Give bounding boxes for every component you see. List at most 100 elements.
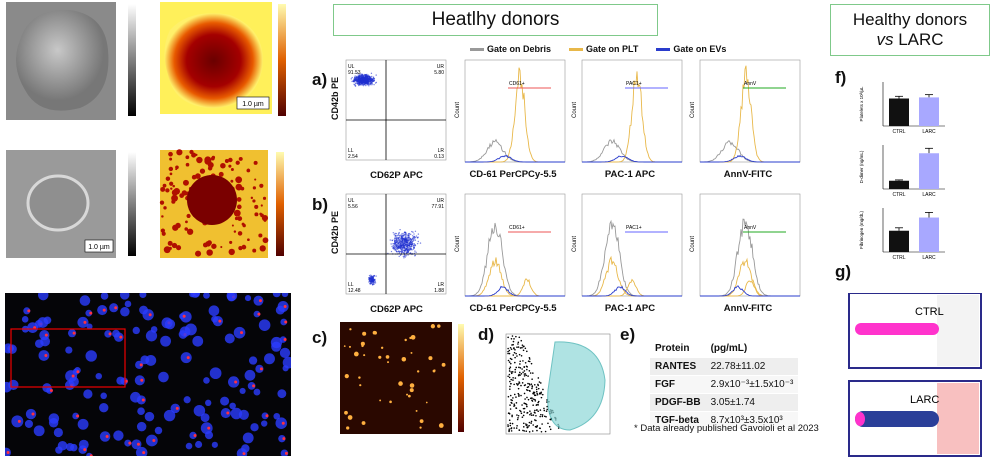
particle bbox=[254, 178, 257, 181]
event bbox=[540, 413, 542, 416]
event bbox=[510, 427, 512, 430]
event bbox=[507, 350, 509, 353]
event bbox=[372, 284, 374, 286]
cell-marker bbox=[283, 305, 287, 309]
event bbox=[509, 408, 512, 410]
event bbox=[390, 243, 392, 245]
event bbox=[528, 360, 531, 363]
event bbox=[394, 247, 397, 249]
cell-marker bbox=[242, 451, 246, 455]
event bbox=[537, 404, 539, 406]
event bbox=[515, 396, 517, 398]
event bbox=[358, 77, 360, 79]
cell bbox=[120, 307, 130, 317]
cell-marker bbox=[186, 356, 190, 360]
quadrant-name: LL bbox=[348, 282, 354, 288]
cell bbox=[230, 407, 243, 420]
event bbox=[540, 396, 543, 399]
cell-marker bbox=[193, 433, 197, 437]
ev-particle bbox=[441, 362, 446, 367]
event bbox=[407, 248, 410, 251]
event bbox=[414, 244, 416, 246]
event bbox=[359, 73, 361, 76]
event bbox=[512, 379, 514, 381]
event bbox=[397, 250, 400, 252]
event bbox=[543, 407, 545, 410]
gate-label: AnnV bbox=[744, 81, 757, 87]
cell bbox=[241, 444, 250, 453]
event bbox=[531, 430, 534, 432]
event bbox=[391, 239, 394, 242]
event bbox=[518, 429, 521, 431]
cell bbox=[100, 392, 107, 400]
particle bbox=[254, 204, 259, 209]
particle bbox=[195, 153, 198, 157]
event bbox=[523, 402, 526, 405]
event bbox=[412, 231, 414, 233]
event bbox=[521, 368, 523, 370]
event bbox=[540, 430, 543, 433]
panel-label: f) bbox=[835, 68, 847, 87]
event bbox=[507, 336, 509, 339]
event bbox=[516, 418, 519, 421]
cell-marker bbox=[281, 421, 285, 425]
event bbox=[369, 281, 372, 283]
particle bbox=[236, 197, 242, 202]
event bbox=[519, 409, 521, 412]
particle bbox=[241, 244, 247, 250]
event bbox=[511, 344, 513, 346]
event bbox=[368, 274, 371, 277]
event bbox=[356, 83, 359, 85]
cell-marker bbox=[257, 312, 261, 316]
event bbox=[362, 76, 365, 78]
event bbox=[403, 241, 406, 243]
event bbox=[394, 232, 396, 235]
cell bbox=[77, 418, 89, 430]
cell bbox=[145, 434, 158, 447]
event bbox=[355, 79, 358, 81]
event bbox=[368, 83, 370, 86]
particle bbox=[202, 242, 208, 248]
ev-particle bbox=[385, 355, 390, 359]
cell bbox=[253, 295, 264, 306]
particle bbox=[161, 231, 166, 236]
event bbox=[362, 79, 364, 81]
event bbox=[507, 425, 509, 428]
event bbox=[535, 388, 538, 391]
particle bbox=[235, 160, 240, 165]
event bbox=[415, 235, 418, 237]
event bbox=[398, 231, 400, 234]
event bbox=[532, 398, 535, 400]
cell-marker bbox=[6, 450, 10, 454]
cell bbox=[185, 442, 193, 450]
cell bbox=[193, 404, 206, 417]
ev-particle bbox=[409, 383, 415, 388]
event bbox=[398, 234, 400, 237]
bar bbox=[889, 98, 909, 126]
cell bbox=[244, 369, 256, 381]
cell bbox=[158, 371, 169, 383]
cell-marker bbox=[152, 438, 156, 442]
cell bbox=[226, 293, 238, 301]
ev-particle bbox=[432, 369, 436, 373]
cell-marker bbox=[76, 370, 80, 374]
event bbox=[513, 405, 515, 407]
cell bbox=[163, 409, 176, 422]
event bbox=[407, 235, 409, 238]
event bbox=[523, 430, 526, 432]
event bbox=[369, 279, 372, 282]
event bbox=[519, 367, 522, 369]
histogram-panel: AnnV Count AnnV-FITC bbox=[690, 192, 801, 322]
event bbox=[516, 414, 518, 416]
event bbox=[394, 239, 396, 242]
event bbox=[402, 255, 405, 258]
cell bbox=[279, 347, 291, 359]
cell bbox=[137, 407, 145, 416]
x-axis-label: PAC-1 APC bbox=[604, 169, 656, 180]
cell bbox=[134, 375, 145, 386]
event bbox=[414, 239, 417, 241]
event bbox=[406, 247, 409, 249]
event bbox=[509, 346, 512, 349]
event bbox=[533, 394, 536, 397]
